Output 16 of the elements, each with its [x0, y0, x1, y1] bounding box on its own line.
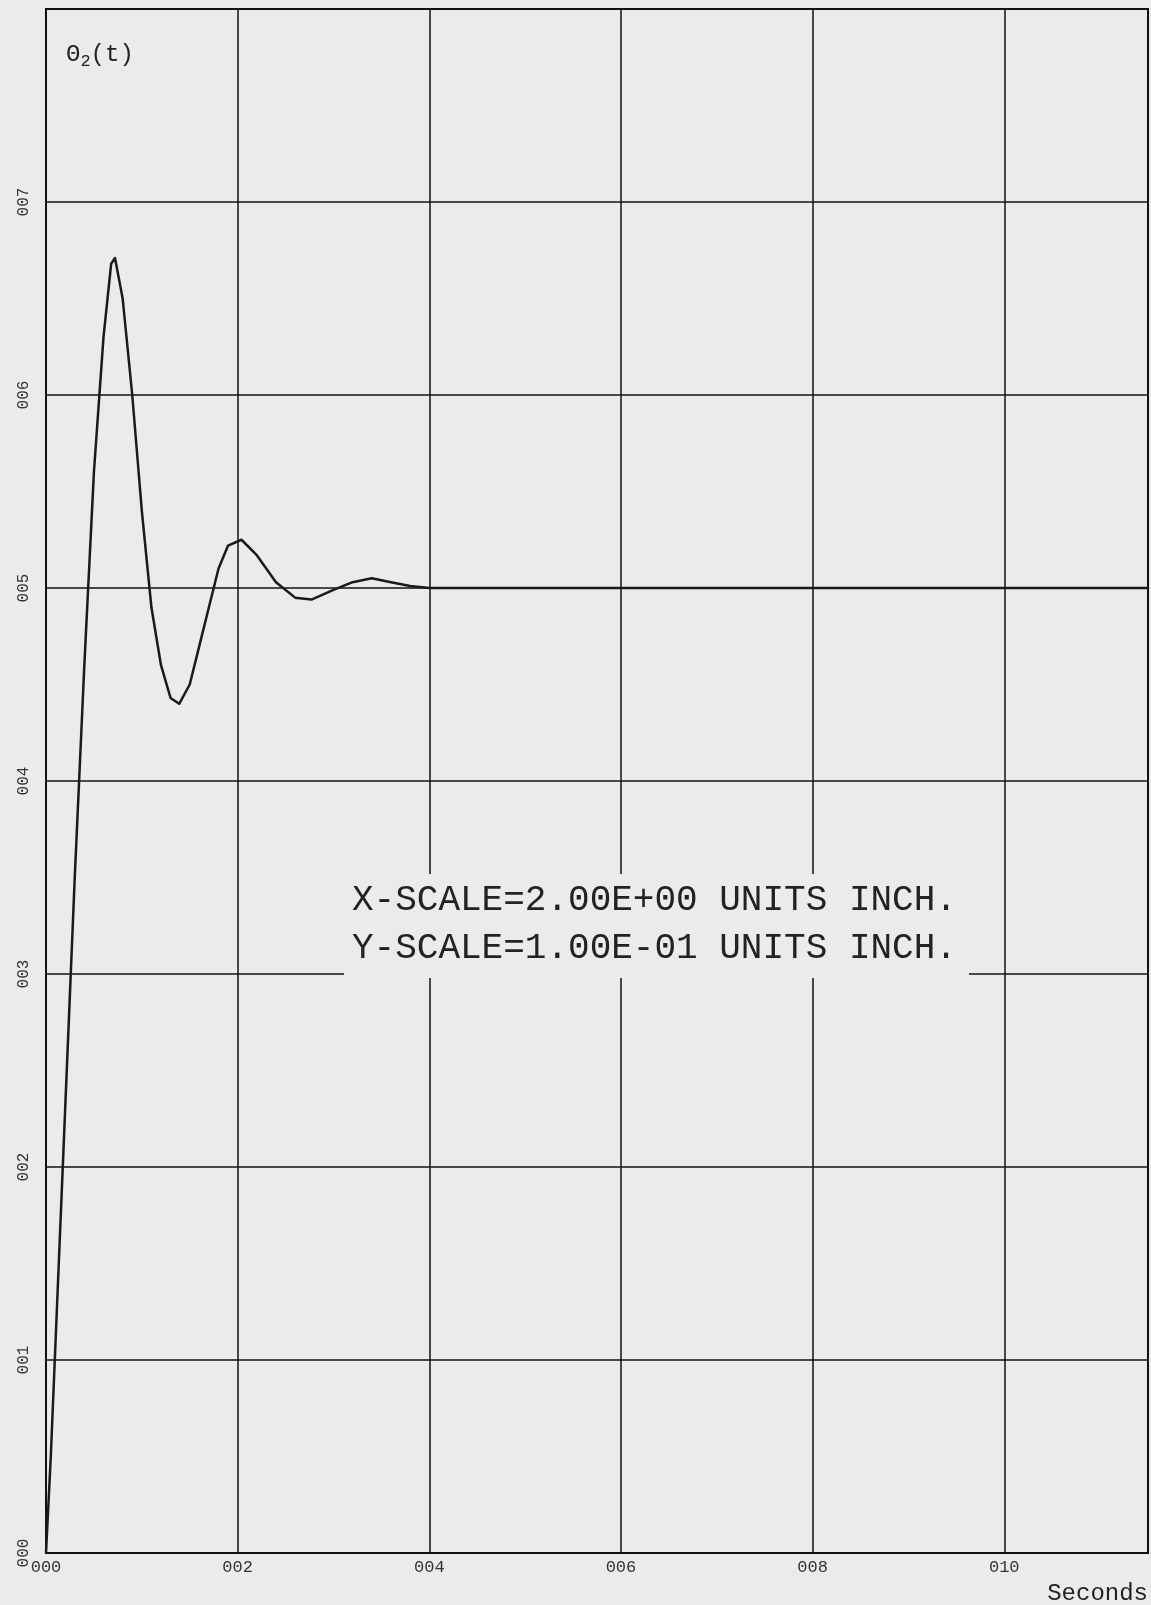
y-tick-label: 004 [15, 766, 33, 796]
y-tick-label: 003 [15, 959, 33, 989]
x-tick-label: 002 [222, 1558, 253, 1577]
y-tick-label: 002 [15, 1152, 33, 1182]
x-tick-label: 004 [414, 1558, 445, 1577]
annotation: Y-SCALE=1.00E-01 UNITS INCH. [352, 927, 957, 969]
x-tick-label: 006 [605, 1558, 637, 1577]
x-tick-label: 010 [988, 1558, 1020, 1577]
y-tick-label: 007 [15, 187, 33, 217]
annotation: X-SCALE=2.00E+00 UNITS INCH. [352, 879, 957, 921]
x-tick-label: 008 [797, 1558, 828, 1577]
x-tick-label: 000 [30, 1558, 62, 1577]
y-tick-label: 006 [15, 380, 33, 410]
y-tick-label: 005 [15, 573, 33, 603]
y-tick-label: 001 [15, 1345, 33, 1375]
x-axis-title: Seconds [1047, 1579, 1148, 1605]
